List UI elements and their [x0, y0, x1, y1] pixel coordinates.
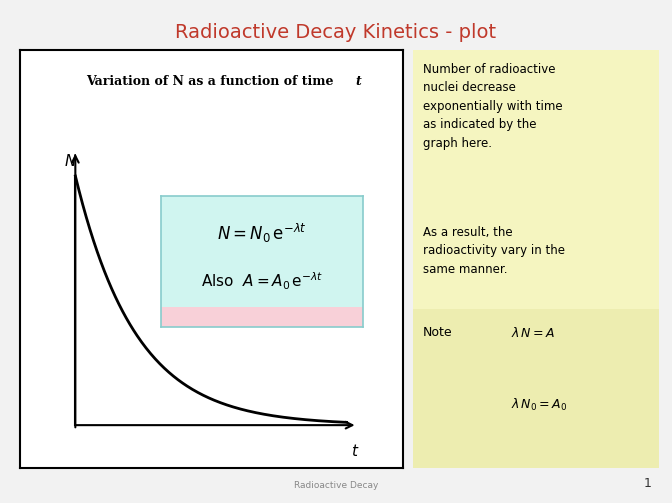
Text: Radioactive Decay Kinetics - plot: Radioactive Decay Kinetics - plot — [175, 23, 497, 42]
Bar — [161, 307, 363, 327]
Text: As a result, the
radioactivity vary in the
same manner.: As a result, the radioactivity vary in t… — [423, 226, 565, 276]
Text: $\lambda\, N_0 = A_0$: $\lambda\, N_0 = A_0$ — [511, 397, 568, 413]
Text: Variation of N as a function of time: Variation of N as a function of time — [86, 75, 337, 89]
Text: Number of radioactive
nuclei decrease
exponentially with time
as indicated by th: Number of radioactive nuclei decrease ex… — [423, 63, 562, 150]
FancyBboxPatch shape — [413, 309, 659, 468]
Text: Also  $A= A_0\,{\rm e}^{-\lambda t}$: Also $A= A_0\,{\rm e}^{-\lambda t}$ — [201, 271, 323, 292]
Text: $t$: $t$ — [351, 443, 359, 459]
Text: $\lambda\, N = A$: $\lambda\, N = A$ — [511, 326, 556, 340]
Text: $N= N_0\,{\rm e}^{-\lambda t}$: $N= N_0\,{\rm e}^{-\lambda t}$ — [217, 221, 307, 244]
Text: t: t — [355, 75, 361, 89]
Text: 1: 1 — [644, 477, 652, 490]
Text: Radioactive Decay: Radioactive Decay — [294, 481, 378, 490]
Text: Note: Note — [423, 326, 453, 339]
Text: $N$: $N$ — [64, 153, 77, 169]
